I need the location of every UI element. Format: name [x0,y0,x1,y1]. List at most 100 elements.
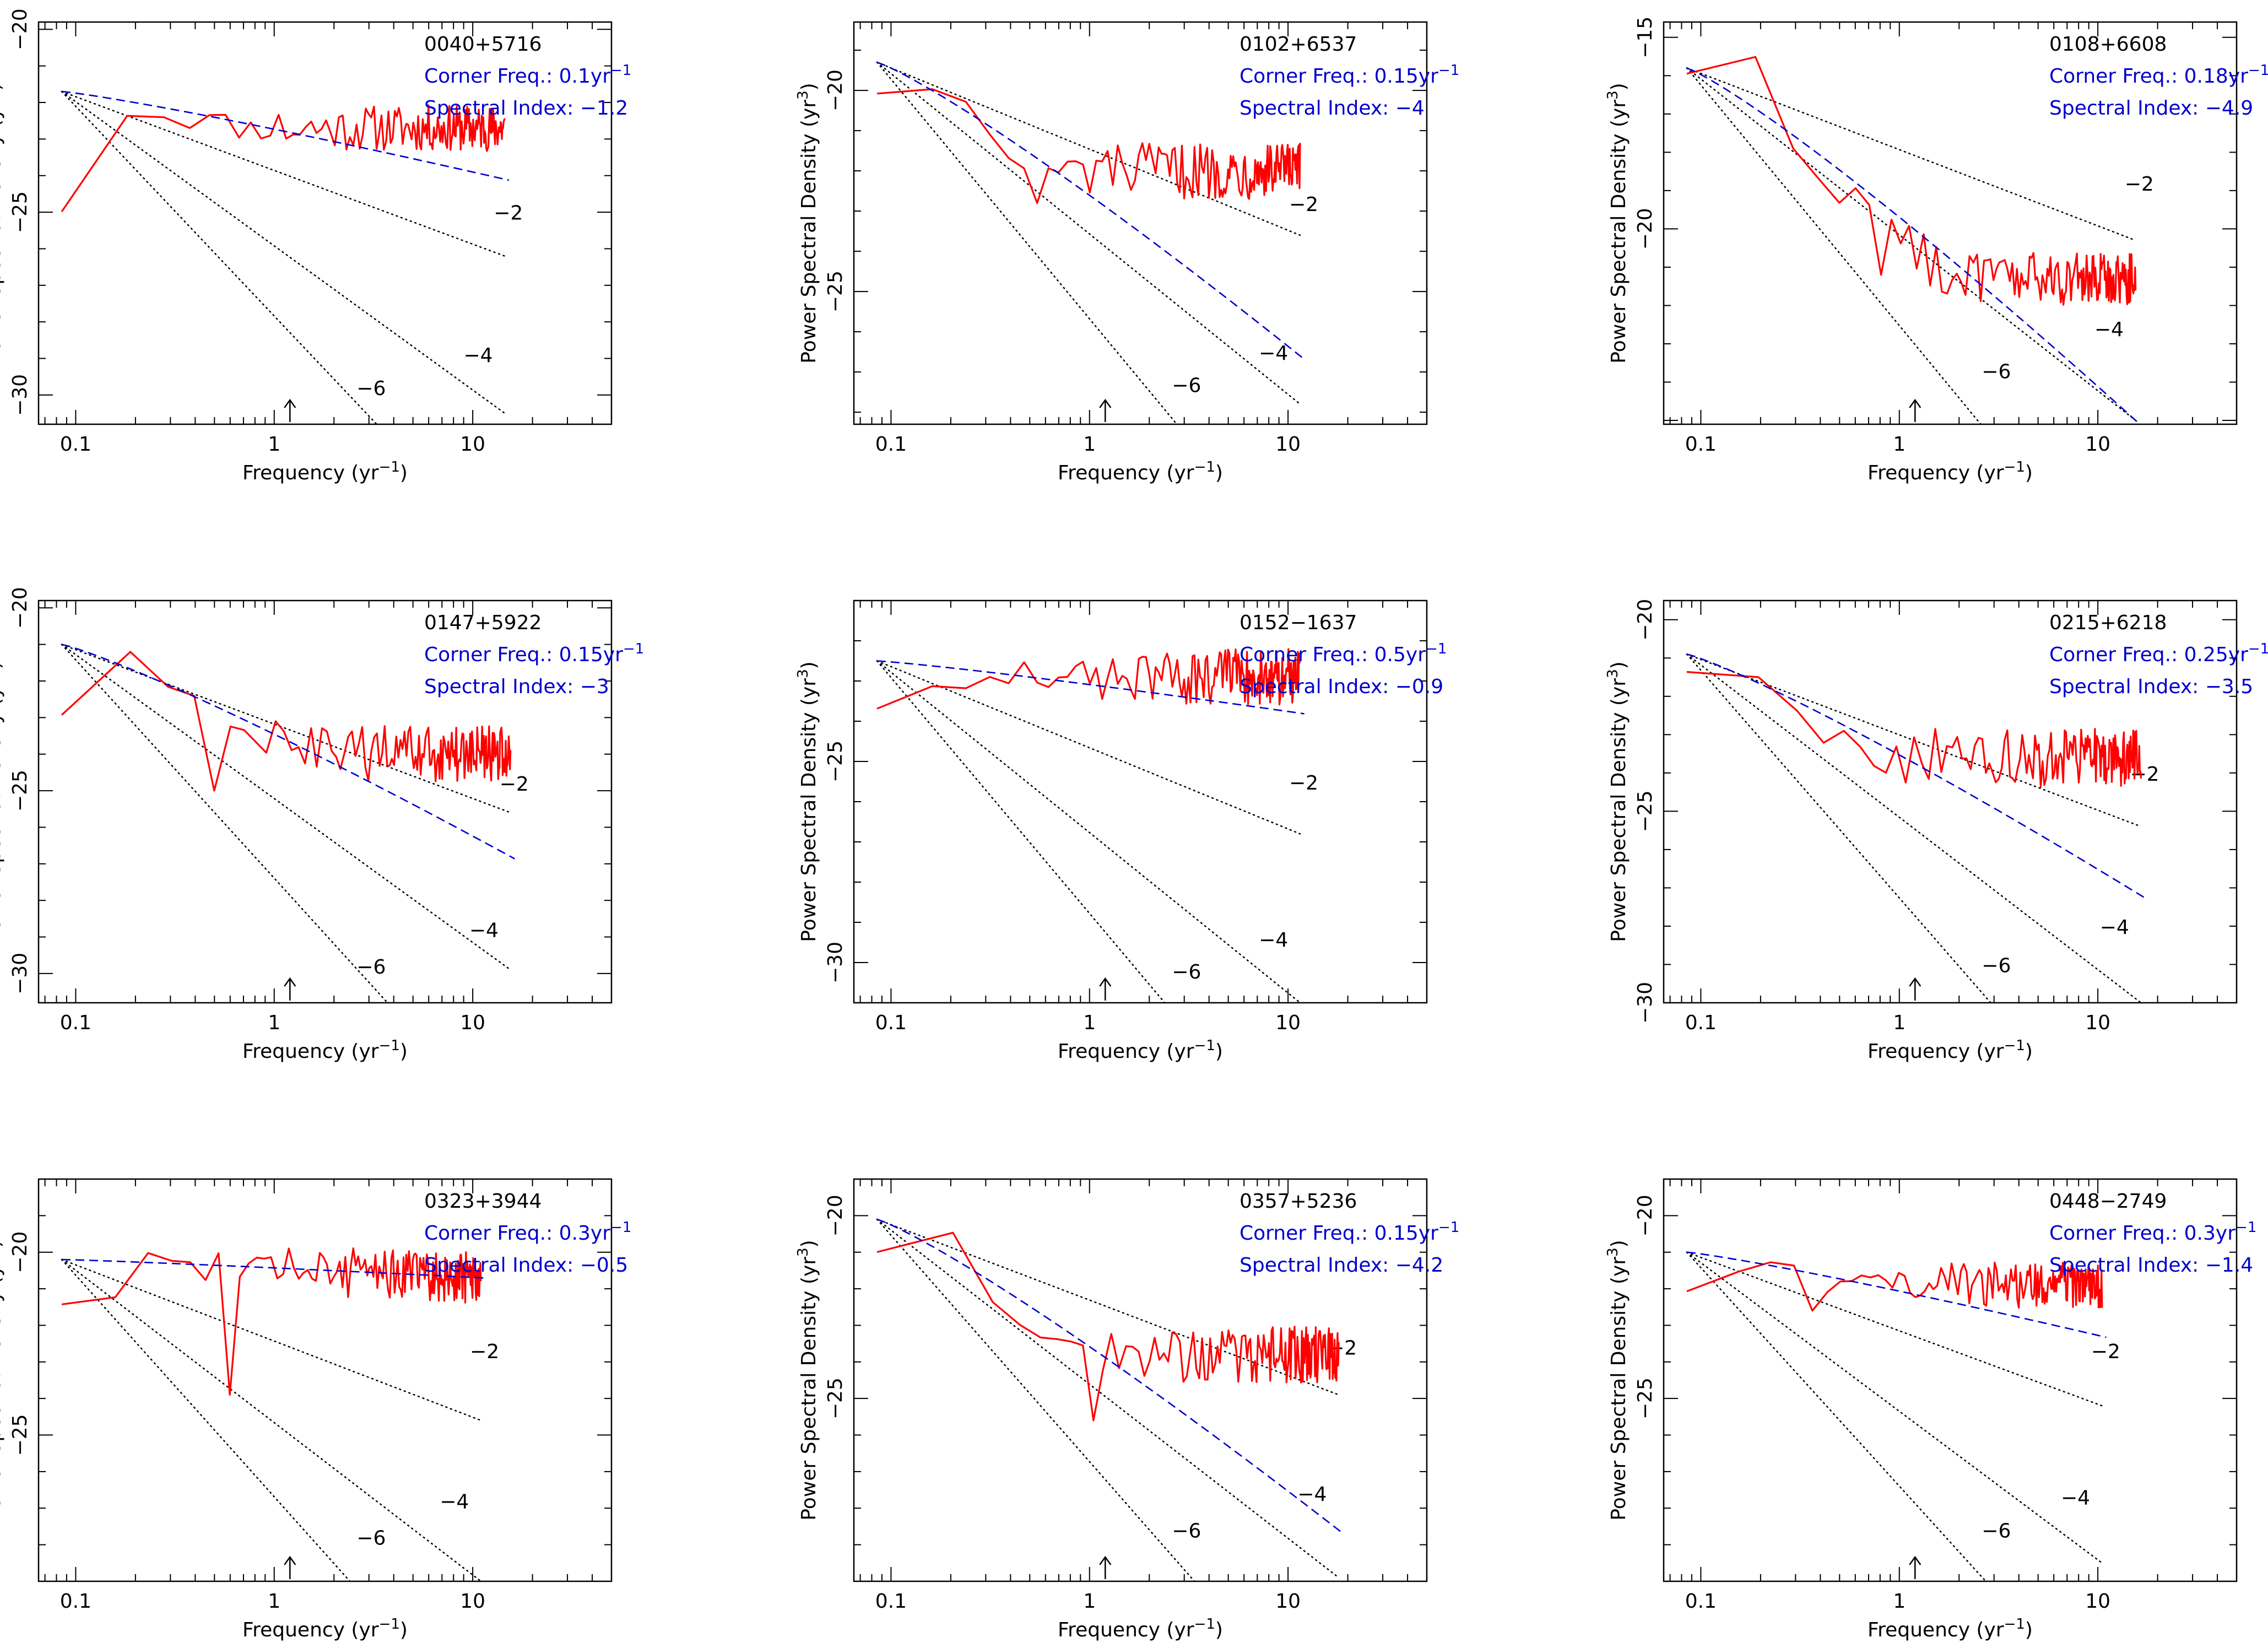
reference-slope-label: −2 [2091,1341,2120,1363]
x-axis-label: Frequency (yr−1) [1058,459,1223,484]
y-axis-label-close: ) [798,661,820,669]
y-axis-label: Power Spectral Density (yr3) [1605,661,1630,942]
y-tick-label: −25 [9,191,31,233]
reference-slope-label: −2 [2125,173,2154,196]
y-axis-label-text: Power Spectral Density (yr [0,100,5,364]
psd-data-line [61,104,506,213]
x-axis-label-text: Frequency (yr [242,1619,379,1641]
x-tick-label: 0.1 [875,1012,907,1034]
spectral-index-annotation: Spectral Index: −0.9 [1239,675,1443,698]
corner-frequency-unit: yr [2228,65,2248,88]
reference-slope-label: −4 [2100,916,2129,939]
spectral-index-prefix: Spectral Index: [424,675,580,698]
corner-frequency-prefix: Corner Freq.: [1239,644,1374,666]
x-axis-label-sup: −1 [379,459,400,475]
reference-line-slope2 [876,1218,1340,1396]
spectral-index-value: −1.2 [580,97,628,120]
psd-data-line [61,1247,482,1396]
corner-frequency-annotation: Corner Freq.: 0.5yr−1 [1239,641,1447,666]
corner-frequency-unit-sup: −1 [610,62,631,79]
source-name: 0102+6537 [1239,33,1357,56]
plot-frame [37,1178,613,1582]
reference-line-slope6 [61,90,378,425]
reference-slope-label: −6 [356,1527,386,1550]
reference-line-slope4 [1686,67,2136,421]
corner-frequency-unit: yr [591,65,610,88]
x-tick-label: 1 [268,433,280,456]
corner-frequency-unit-sup: −1 [1438,62,1459,79]
corner-frequency-arrow-icon [284,977,296,987]
x-axis-label-close: ) [400,462,408,484]
corner-frequency-prefix: Corner Freq.: [2049,1222,2184,1245]
reference-slope-label: −4 [440,1490,469,1513]
y-axis-label-close: ) [1607,1240,1630,1247]
source-name: 0152−1637 [1239,612,1357,634]
reference-line-slope6 [876,1218,1195,1582]
y-axis-label-text: Power Spectral Density (yr [798,100,820,364]
reference-slope-label: −2 [500,773,529,796]
x-tick-label: 1 [1893,433,1906,456]
corner-frequency-value: 0.15 [559,644,603,666]
y-axis-label: Power Spectral Density (yr3) [795,661,820,942]
plot-frame [37,21,613,425]
x-axis-label-text: Frequency (yr [1058,462,1194,484]
corner-frequency-unit: yr [1419,1222,1438,1245]
corner-frequency-prefix: Corner Freq.: [2049,644,2184,666]
spectral-index-annotation: Spectral Index: −4 [1239,97,1425,120]
spectral-index-annotation: Spectral Index: −1.2 [424,97,628,120]
y-tick-label: −20 [9,8,31,50]
corner-frequency-unit: yr [1406,644,1426,666]
x-axis-label: Frequency (yr−1) [242,459,408,484]
reference-line-slope6 [876,61,1178,425]
y-axis-label-close: ) [0,661,5,669]
x-axis-label-sup: −1 [1194,1616,1215,1633]
reference-slope-label: −6 [1982,361,2011,383]
x-tick-label: 10 [460,1590,485,1613]
plot-frame [1663,21,2238,425]
spectral-index-value: −1.4 [2205,1254,2253,1277]
reference-line-slope2 [61,644,511,814]
corner-frequency-unit: yr [603,644,623,666]
y-axis-label-sup: 3 [795,90,811,100]
corner-frequency-value: 0.3 [2184,1222,2216,1245]
y-axis-label-text: Power Spectral Density (yr [0,1257,5,1521]
x-axis-label-text: Frequency (yr [1868,1040,2004,1063]
reference-slope-label: −6 [1172,961,1201,983]
source-name: 0357+5236 [1239,1190,1357,1213]
reference-line-slope2 [876,660,1301,835]
x-axis-label: Frequency (yr−1) [1058,1037,1223,1063]
y-tick-label: −20 [1634,599,1657,641]
spectral-index-annotation: Spectral Index: −3.5 [2049,675,2253,698]
spectral-index-value: −3 [580,675,609,698]
spectral-index-prefix: Spectral Index: [1239,675,1395,698]
y-axis-label-close: ) [1607,83,1630,90]
psd-data-line [876,1231,1340,1422]
y-axis-label-sup: 3 [795,1247,811,1257]
y-tick-label: −25 [9,770,31,812]
spectral-index-value: −4.2 [1395,1254,1443,1277]
reference-line-slope2 [61,1258,482,1422]
reference-slope-label: −4 [2094,318,2124,341]
spectral-index-value: −4.9 [2205,97,2253,120]
y-axis-label: Power Spectral Density (yr3) [0,1240,5,1520]
corner-frequency-prefix: Corner Freq.: [1239,65,1374,88]
spectral-index-annotation: Spectral Index: −4.2 [1239,1254,1443,1277]
x-axis-label: Frequency (yr−1) [1868,1037,2033,1063]
y-axis-label: Power Spectral Density (yr3) [0,661,5,942]
plot-frame [1663,599,2238,1004]
x-axis-label-close: ) [1215,462,1223,484]
reference-slope-label: −6 [1172,375,1201,397]
x-tick-label: 1 [1893,1590,1906,1613]
x-axis-label-sup: −1 [379,1037,400,1054]
corner-frequency-prefix: Corner Freq.: [1239,1222,1374,1245]
x-tick-label: 0.1 [1685,433,1717,456]
plot-frame [853,1178,1428,1582]
corner-frequency-arrow-icon [1909,398,1921,408]
plot-frame [853,21,1428,425]
y-axis-label: Power Spectral Density (yr3) [1605,1240,1630,1520]
reference-line-slope4 [876,61,1301,405]
y-tick-label: −20 [824,1195,847,1236]
y-axis-label-text: Power Spectral Density (yr [1607,1257,1630,1521]
spectral-index-prefix: Spectral Index: [1239,1254,1395,1277]
